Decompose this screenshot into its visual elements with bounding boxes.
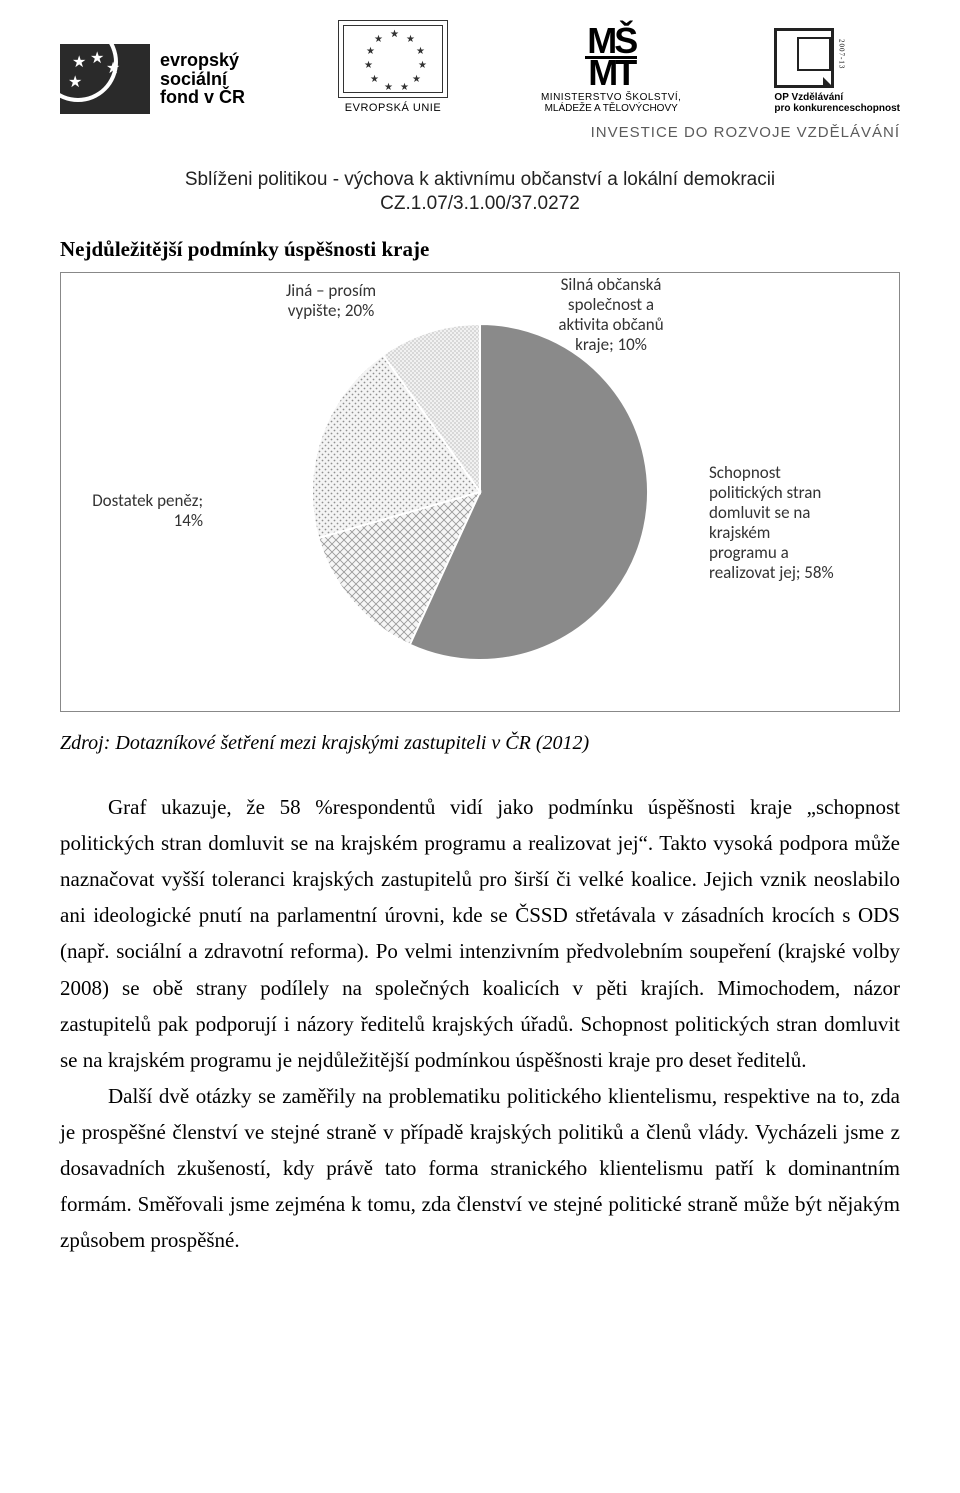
opvk-line2: pro konkurenceschopnost — [774, 103, 900, 114]
paragraph: Graf ukazuje, že 58 %respondentů vidí ja… — [60, 789, 900, 1078]
eu-logo: ★ ★ ★ ★ ★ ★ ★ ★ ★ ★ ★ ★ EVROPSKÁ UNIE — [338, 20, 448, 114]
opvk-square-icon: 2007-13 — [774, 28, 834, 88]
chart-heading: Nejdůležitější podmínky úspěšnosti kraje — [60, 237, 900, 262]
msmt-monogram-icon: MŠ MT — [585, 27, 637, 88]
msmt-logo: MŠ MT MINISTERSTVO ŠKOLSTVÍ, MLÁDEŽE A T… — [541, 27, 681, 114]
esf-line: evropský — [160, 51, 245, 70]
pie-label-dostatek: Dostatek peněz;14% — [73, 491, 203, 531]
esf-line: fond v ČR — [160, 88, 245, 107]
eu-caption: EVROPSKÁ UNIE — [345, 102, 441, 114]
project-title: Sblíženi politikou - výchova k aktivnímu… — [60, 169, 900, 191]
pie-label-schopnost: Schopnostpolitických strandomluvit se na… — [709, 463, 869, 583]
msmt-line1: MINISTERSTVO ŠKOLSTVÍ, — [541, 92, 681, 103]
msmt-line2: MLÁDEŽE A TĚLOVÝCHOVY — [545, 103, 678, 114]
pie-label-silna: Silná občanskáspolečnost aaktivita občan… — [531, 275, 691, 355]
project-code: CZ.1.07/3.1.00/37.0272 — [60, 193, 900, 215]
body-text: Graf ukazuje, že 58 %respondentů vidí ja… — [60, 789, 900, 1258]
opvk-logo: 2007-13 OP Vzdělávání pro konkurencescho… — [774, 28, 900, 114]
pie-chart-frame: Jiná – prosímvypište; 20% Silná občanská… — [60, 272, 900, 712]
esf-logo: ★ ★ ★ ★ evropský sociální fond v ČR — [60, 44, 245, 114]
esf-flag-icon: ★ ★ ★ ★ — [60, 44, 150, 114]
esf-text: evropský sociální fond v ČR — [160, 51, 245, 108]
pie-svg — [300, 312, 660, 672]
eu-flag-icon: ★ ★ ★ ★ ★ ★ ★ ★ ★ ★ ★ ★ — [343, 25, 443, 93]
esf-line: sociální — [160, 70, 245, 89]
tagline: INVESTICE DO ROZVOJE VZDĚLÁVÁNÍ — [60, 124, 900, 141]
paragraph: Další dvě otázky se zaměřily na problema… — [60, 1078, 900, 1259]
pie-label-jina: Jiná – prosímvypište; 20% — [261, 281, 401, 321]
opvk-line1: OP Vzdělávání — [774, 92, 843, 103]
chart-caption: Zdroj: Dotazníkové šetření mezi krajským… — [60, 732, 900, 755]
header-logos: ★ ★ ★ ★ evropský sociální fond v ČR ★ ★ … — [60, 20, 900, 114]
pie-chart — [300, 312, 660, 672]
